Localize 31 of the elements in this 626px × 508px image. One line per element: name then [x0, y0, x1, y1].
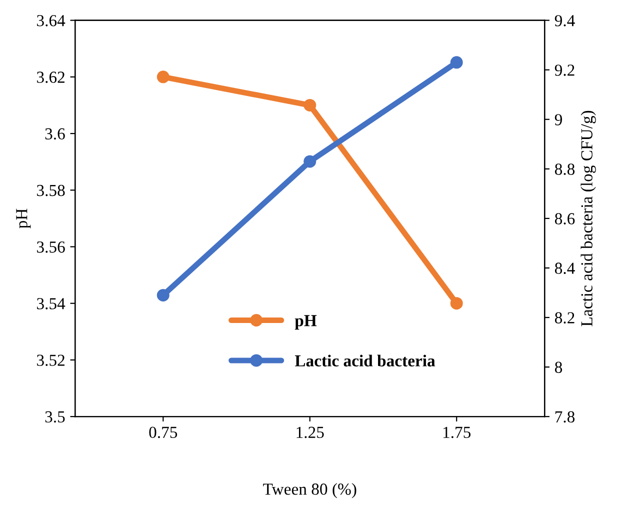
point	[156, 288, 170, 302]
y-tick-label: 3.52	[37, 354, 64, 366]
y2-tick-label: 9.2	[554, 64, 574, 76]
y2-tick-label: 9.4	[554, 15, 575, 26]
y-tick-label: 3.64	[37, 15, 66, 26]
legend-label: pH	[294, 315, 317, 330]
point	[156, 70, 170, 84]
x-tick-label: 1.75	[443, 426, 471, 438]
point	[304, 155, 316, 168]
x-tick-label: 0.75	[149, 426, 178, 438]
y2-tick-label: 8.4	[554, 262, 575, 274]
point	[450, 297, 463, 310]
y2-axis-title: Lactic acid bacteria (log CFU/g)	[580, 110, 596, 326]
y2-tick-label: 8.2	[554, 312, 574, 324]
y-tick-label: 3.5	[45, 411, 65, 423]
legend-label: Lactic acid bacteria	[294, 354, 436, 366]
y2-tick-label: 7.8	[555, 411, 575, 423]
x-axis-title: Tween 80 (%)	[263, 483, 356, 498]
y2-tick-label: 9	[554, 114, 562, 126]
y2-tick-label: 8.6	[554, 213, 575, 224]
y-tick-label: 3.56	[37, 241, 65, 253]
y-tick-label: 3.6	[45, 128, 65, 140]
y-tick-label: 3.54	[37, 298, 66, 310]
y-axis-title: pH	[16, 208, 31, 228]
point	[450, 56, 463, 69]
y2-tick-label: 8.8	[554, 164, 575, 175]
y-tick-label: 3.58	[37, 184, 65, 196]
y-tick-label: 3.62	[37, 72, 64, 83]
point	[304, 98, 316, 112]
x-tick-label: 1.25	[296, 426, 324, 438]
y2-tick-label: 8	[554, 362, 562, 373]
